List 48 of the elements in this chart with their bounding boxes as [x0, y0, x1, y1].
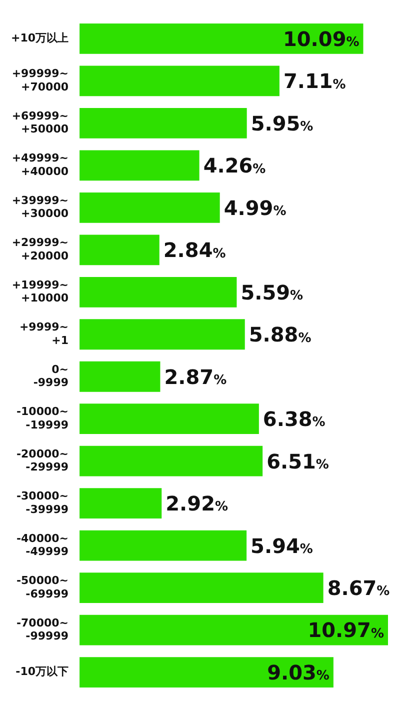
- bar: [80, 657, 334, 688]
- bar: [80, 572, 324, 604]
- bar: [80, 404, 259, 434]
- bar: [80, 192, 220, 223]
- y-tick-label: -10000~-19999: [16, 405, 69, 432]
- bar: [80, 66, 280, 96]
- y-tick-label: -70000~-99999: [16, 616, 69, 643]
- data-label: 10.09%: [282, 26, 360, 51]
- y-tick-label: +9999~+1: [19, 320, 69, 347]
- data-label: 4.99%: [224, 196, 286, 220]
- y-tick-label: -10万以下: [16, 665, 69, 678]
- data-label: 10.97%: [308, 618, 384, 642]
- y-tick-label: +69999~+50000: [12, 109, 69, 136]
- data-label: 2.87%: [164, 364, 227, 389]
- data-label: 7.11%: [283, 69, 346, 94]
- bar: [80, 530, 247, 561]
- y-tick-label: -20000~-29999: [16, 447, 69, 474]
- bar: [80, 234, 160, 266]
- data-label: 2.92%: [166, 492, 228, 516]
- bar: [80, 276, 237, 308]
- bar: [80, 614, 388, 646]
- y-tick-label: +99999~+70000: [12, 67, 69, 94]
- y-tick-label: +10万以上: [10, 32, 69, 45]
- y-tick-label: -30000~-39999: [16, 490, 69, 516]
- bar: [80, 108, 247, 138]
- data-label: 4.26%: [203, 154, 266, 178]
- bar: [80, 150, 200, 181]
- bar: [80, 488, 162, 519]
- data-label: 6.38%: [262, 407, 326, 432]
- data-label: 2.84%: [163, 238, 226, 262]
- y-tick-label: +29999~+20000: [12, 236, 69, 262]
- bar: [80, 446, 263, 476]
- data-label: 9.03%: [267, 660, 330, 684]
- data-label: 5.59%: [240, 280, 304, 304]
- bar: [80, 361, 160, 392]
- y-tick-label: -40000~-49999: [16, 532, 69, 558]
- data-label: 5.94%: [250, 534, 313, 558]
- y-tick-label: -50000~-69999: [16, 574, 69, 600]
- data-label: 5.88%: [248, 322, 312, 347]
- data-label: 8.67%: [327, 576, 390, 600]
- y-tick-label: +19999~+10000: [12, 278, 69, 305]
- y-tick-label: 0~-9999: [33, 362, 69, 390]
- y-tick-label: +49999~+40000: [12, 152, 69, 178]
- y-tick-label: +39999~+30000: [12, 194, 69, 220]
- data-label: 6.51%: [266, 449, 329, 474]
- data-label: 5.95%: [250, 111, 314, 136]
- bar: [80, 24, 364, 54]
- bar: [80, 319, 245, 350]
